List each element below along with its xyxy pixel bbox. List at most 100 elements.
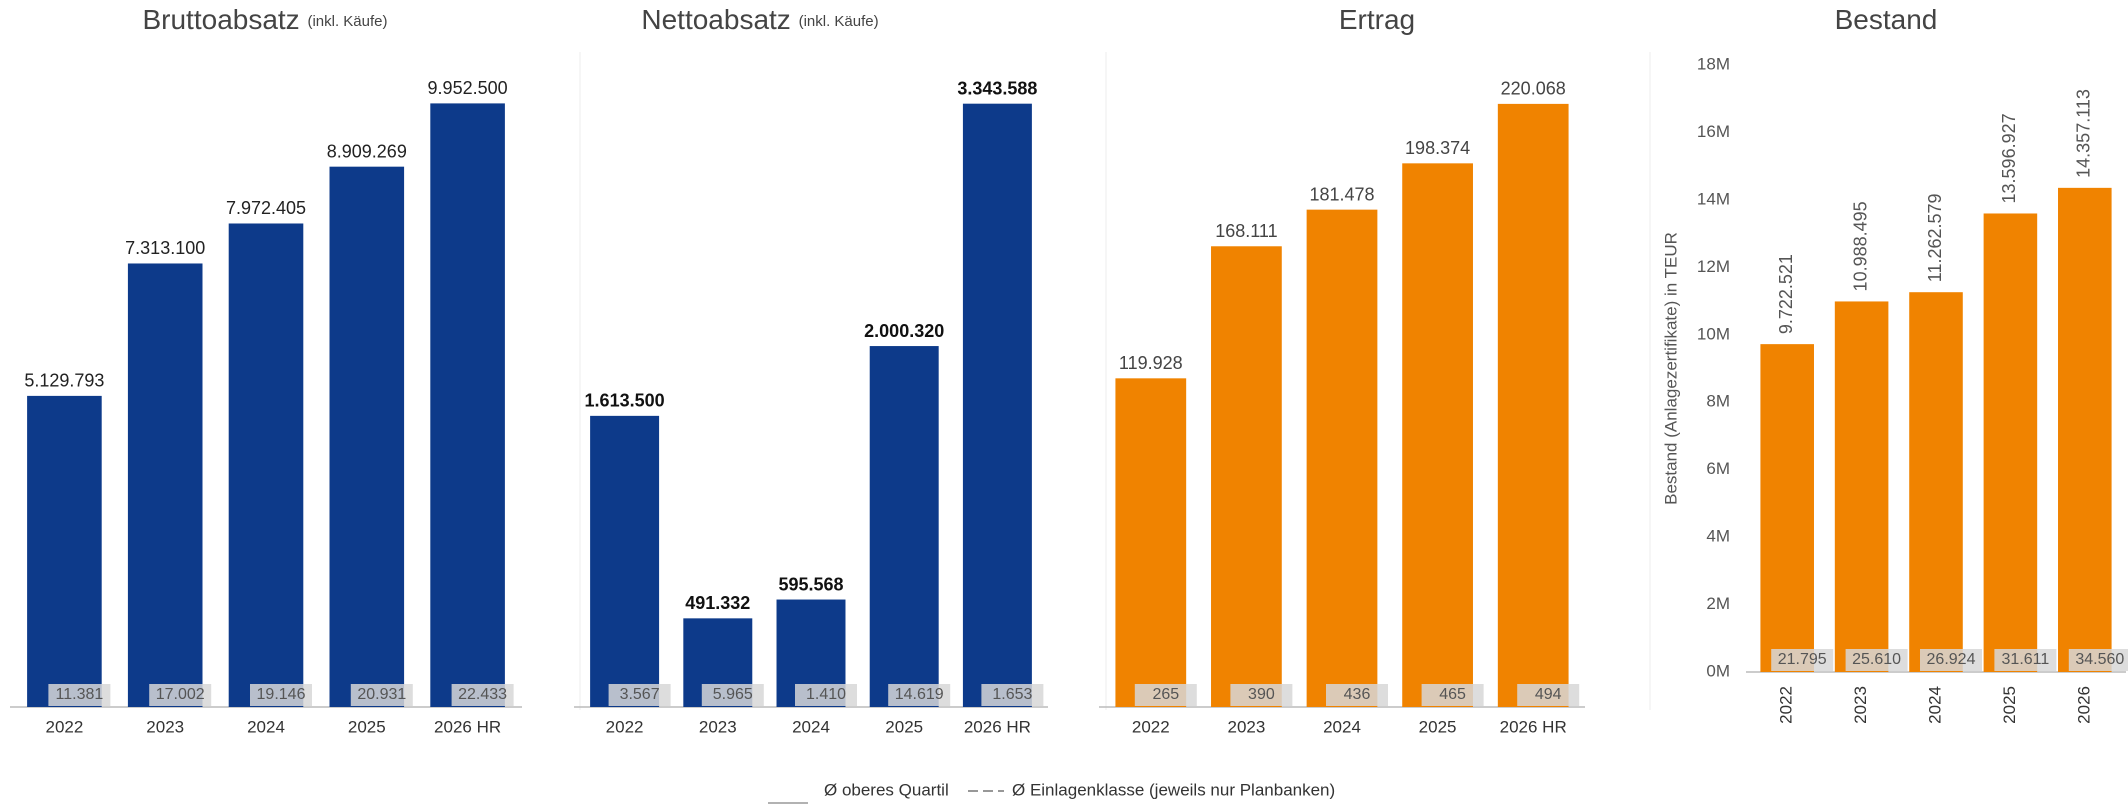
- benchmark-label-box: [2068, 649, 2128, 671]
- benchmark-label: 19.146: [257, 686, 306, 703]
- benchmark-label: 265: [1152, 686, 1179, 703]
- x-tick-label: 2024: [792, 717, 830, 736]
- benchmark-label-box: [981, 684, 1044, 706]
- benchmark-label-box: [888, 684, 951, 706]
- benchmark-label: 1.653: [992, 686, 1032, 703]
- value-label: 491.332: [685, 593, 750, 613]
- chart-subtitle: (inkl. Käufe): [799, 13, 879, 30]
- benchmark-label-box: [48, 684, 111, 706]
- bar: [430, 103, 505, 708]
- x-tick-label: 2026 HR: [1500, 717, 1567, 736]
- value-label: 168.111: [1215, 221, 1277, 241]
- bar: [1760, 344, 1814, 672]
- y-tick-label: 8M: [1706, 392, 1730, 411]
- benchmark-label: 22.433: [458, 686, 507, 703]
- benchmark-label: 21.795: [1778, 651, 1827, 668]
- y-tick-label: 12M: [1697, 257, 1730, 276]
- y-tick-label: 18M: [1697, 54, 1730, 73]
- x-tick-label: 2022: [1777, 686, 1796, 724]
- benchmark-label-box: [1920, 649, 1982, 671]
- bar: [1211, 246, 1282, 707]
- x-tick-label: 2022: [45, 717, 83, 736]
- benchmark-label: 3.567: [620, 686, 660, 703]
- benchmark-label: 5.965: [713, 686, 753, 703]
- y-tick-label: 10M: [1697, 324, 1730, 343]
- benchmark-label-box: [350, 684, 413, 706]
- x-tick-label: 2026: [2074, 686, 2093, 724]
- benchmark-label: 11.381: [56, 686, 104, 703]
- y-axis-label: Bestand (Anlagezertifikate) in TEUR: [1661, 232, 1680, 505]
- benchmark-label: 20.931: [357, 686, 406, 703]
- bar: [1115, 378, 1187, 707]
- x-tick-label: 2025: [885, 717, 923, 736]
- value-label: 2.000.320: [864, 321, 944, 341]
- value-label: 119.928: [1119, 353, 1183, 373]
- value-label: 7.972.405: [226, 198, 306, 218]
- benchmark-label-box: [701, 684, 764, 706]
- x-tick-label: 2025: [2000, 686, 2019, 724]
- bar: [27, 395, 102, 707]
- y-tick-label: 16M: [1697, 122, 1730, 141]
- bar: [1497, 103, 1569, 708]
- bar: [869, 346, 939, 707]
- y-tick-label: 6M: [1706, 459, 1730, 478]
- benchmark-label-box: [795, 684, 857, 706]
- x-tick-label: 2025: [1419, 717, 1457, 736]
- y-tick-label: 2M: [1706, 594, 1730, 613]
- legend-label: Ø oberes Quartil: [824, 780, 949, 799]
- benchmark-label: 14.619: [895, 686, 944, 703]
- bar: [1834, 301, 1889, 672]
- benchmark-label: 31.611: [2002, 651, 2050, 668]
- x-tick-label: 2022: [606, 717, 644, 736]
- benchmark-label: 17.002: [156, 686, 205, 703]
- value-label: 14.357.113: [2074, 89, 2094, 178]
- bar: [962, 103, 1032, 707]
- y-tick-label: 0M: [1706, 661, 1730, 680]
- x-tick-label: 2023: [1851, 686, 1870, 724]
- benchmark-label-box: [1230, 684, 1293, 706]
- value-label: 181.478: [1309, 184, 1374, 204]
- bar: [590, 415, 660, 707]
- bar: [228, 223, 304, 707]
- benchmark-label-box: [250, 684, 312, 706]
- bar: [1402, 163, 1473, 707]
- benchmark-label-box: [1134, 684, 1197, 706]
- value-label: 3.343.588: [957, 78, 1037, 98]
- benchmark-label-box: [1421, 684, 1484, 706]
- x-tick-label: 2023: [1227, 717, 1265, 736]
- x-tick-label: 2024: [247, 717, 285, 736]
- benchmark-label: 34.560: [2075, 651, 2124, 668]
- benchmark-label: 390: [1248, 686, 1275, 703]
- y-tick-label: 4M: [1706, 527, 1730, 546]
- chart-title: Bestand: [1835, 4, 1938, 35]
- x-tick-label: 2024: [1323, 717, 1361, 736]
- x-tick-label: 2026 HR: [964, 717, 1031, 736]
- value-label: 198.374: [1405, 138, 1470, 158]
- benchmark-label-box: [608, 684, 671, 706]
- benchmark-label-box: [1845, 649, 1908, 671]
- value-label: 8.909.269: [327, 141, 407, 161]
- chart-title-text: Nettoabsatz: [641, 4, 790, 35]
- benchmark-label-box: [149, 684, 212, 706]
- bar: [1909, 292, 1963, 672]
- benchmark-label-box: [1771, 649, 1834, 671]
- y-tick-label: 14M: [1697, 189, 1730, 208]
- value-label: 9.952.500: [428, 78, 508, 98]
- legend-label: Ø Einlagenklasse (jeweils nur Planbanken…: [1012, 780, 1335, 799]
- bar: [2058, 187, 2112, 672]
- chart-title-text: Ertrag: [1339, 4, 1415, 35]
- bar: [329, 166, 405, 708]
- value-label: 1.613.500: [585, 391, 665, 411]
- benchmark-label-box: [1326, 684, 1388, 706]
- value-label: 9.722.521: [1776, 254, 1796, 334]
- chart-title: Ertrag: [1339, 4, 1415, 35]
- benchmark-label: 25.610: [1852, 651, 1901, 668]
- bar: [1306, 209, 1378, 707]
- benchmark-label: 494: [1535, 686, 1562, 703]
- benchmark-label: 465: [1439, 686, 1466, 703]
- x-tick-label: 2024: [1925, 686, 1944, 724]
- benchmark-label: 26.924: [1927, 651, 1976, 668]
- benchmark-label-box: [1994, 649, 2057, 671]
- chart-title-text: Bestand: [1835, 4, 1938, 35]
